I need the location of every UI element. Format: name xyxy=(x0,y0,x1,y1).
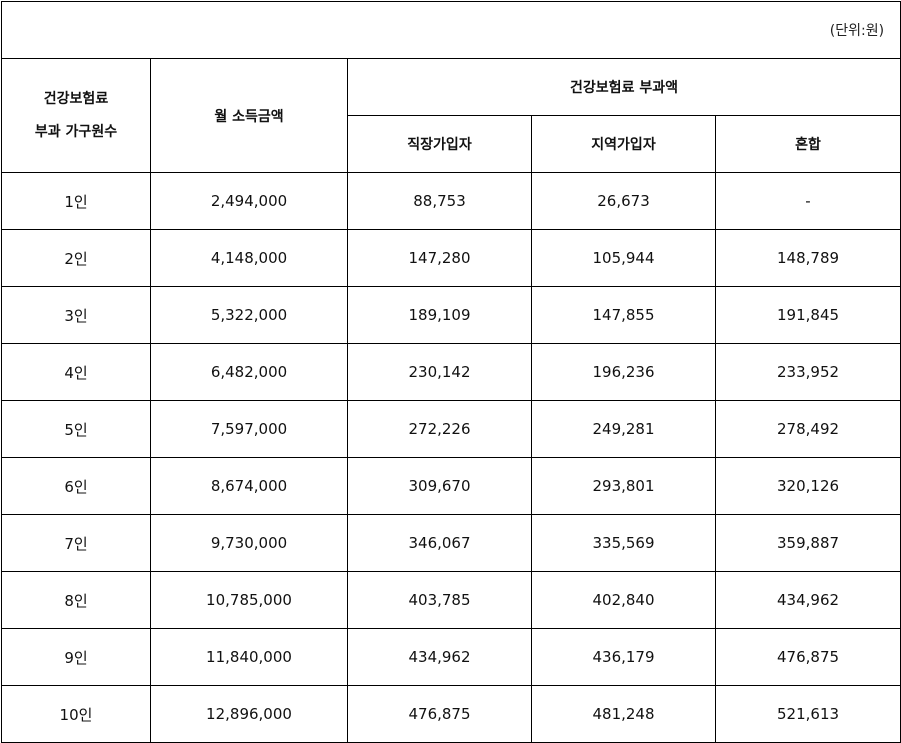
mixed-cell: 191,845 xyxy=(714,286,901,344)
table-row: 7인 9,730,000 346,067 335,569 359,887 xyxy=(1,514,901,572)
regional-cell: 293,801 xyxy=(531,457,716,515)
unit-note: (단위:원) xyxy=(0,1,901,59)
table-row: 5인 7,597,000 272,226 249,281 278,492 xyxy=(1,400,901,458)
income-cell: 7,597,000 xyxy=(150,400,348,458)
mixed-cell: 233,952 xyxy=(714,343,901,401)
household-cell: 10인 xyxy=(1,685,151,743)
regional-cell: 481,248 xyxy=(531,685,716,743)
table-row: 9인 11,840,000 434,962 436,179 476,875 xyxy=(1,628,901,686)
mixed-cell: 148,789 xyxy=(714,229,901,287)
household-header-line1: 건강보험료 xyxy=(43,90,109,107)
header-row-bottom: 직장가입자 지역가입자 혼합 xyxy=(2,115,901,173)
income-cell: 10,785,000 xyxy=(150,571,348,629)
employee-cell: 88,753 xyxy=(347,172,532,230)
employee-cell: 403,785 xyxy=(347,571,532,629)
mixed-cell: 434,962 xyxy=(714,571,901,629)
employee-cell: 346,067 xyxy=(347,514,532,572)
mixed-cell: 320,126 xyxy=(714,457,901,515)
household-cell: 4인 xyxy=(1,343,151,401)
regional-cell: 402,840 xyxy=(531,571,716,629)
income-cell: 9,730,000 xyxy=(150,514,348,572)
household-cell: 3인 xyxy=(1,286,151,344)
household-cell: 8인 xyxy=(1,571,151,629)
household-cell: 2인 xyxy=(1,229,151,287)
mixed-cell: 359,887 xyxy=(714,514,901,572)
income-cell: 4,148,000 xyxy=(150,229,348,287)
income-cell: 6,482,000 xyxy=(150,343,348,401)
premium-group-header: 건강보험료 부과액 xyxy=(346,58,901,116)
employee-cell: 272,226 xyxy=(347,400,532,458)
employee-cell: 476,875 xyxy=(347,685,532,743)
table-row: 1인 2,494,000 88,753 26,673- xyxy=(1,172,901,230)
table-row: 8인 10,785,000 403,785 402,840 434,962 xyxy=(1,571,901,629)
income-cell: 11,840,000 xyxy=(150,628,348,686)
regional-cell: 335,569 xyxy=(531,514,716,572)
unit-row: (단위:원) xyxy=(0,1,901,59)
regional-header: 지역가입자 xyxy=(531,115,716,173)
household-header-line2: 부과 가구원수 xyxy=(34,123,118,140)
household-cell: 7인 xyxy=(1,514,151,572)
household-cell: 9인 xyxy=(1,628,151,686)
employee-cell: 147,280 xyxy=(347,229,532,287)
employee-cell: 309,670 xyxy=(347,457,532,515)
regional-cell: 196,236 xyxy=(531,343,716,401)
regional-cell: 26,673 xyxy=(531,172,716,230)
header-row-top: 건강보험료 부과 가구원수 월 소득금액 건강보험료 부과액 xyxy=(1,58,901,173)
employee-header: 직장가입자 xyxy=(347,115,532,173)
household-count-header: 건강보험료 부과 가구원수 xyxy=(1,58,151,173)
table-row: 6인 8,674,000 309,670 293,801 320,126 xyxy=(1,457,901,515)
regional-cell: 105,944 xyxy=(531,229,716,287)
household-cell: 1인 xyxy=(1,172,151,230)
monthly-income-header: 월 소득금액 xyxy=(150,58,348,173)
income-cell: 2,494,000 xyxy=(150,172,348,230)
mixed-cell: 521,613 xyxy=(714,685,901,743)
employee-cell: 230,142 xyxy=(347,343,532,401)
mixed-cell: 278,492 xyxy=(714,400,901,458)
income-cell: 5,322,000 xyxy=(150,286,348,344)
employee-cell: 434,962 xyxy=(347,628,532,686)
mixed-cell: - xyxy=(714,172,901,230)
mixed-header: 혼합 xyxy=(714,115,901,173)
table-row: 2인 4,148,000 147,280 105,944 148,789 xyxy=(1,229,901,287)
table-row: 3인 5,322,000 189,109 147,855 191,845 xyxy=(1,286,901,344)
regional-cell: 249,281 xyxy=(531,400,716,458)
income-cell: 12,896,000 xyxy=(150,685,348,743)
mixed-cell: 476,875 xyxy=(714,628,901,686)
employee-cell: 189,109 xyxy=(347,286,532,344)
regional-cell: 147,855 xyxy=(531,286,716,344)
table-row: 4인 6,482,000 230,142 196,236 233,952 xyxy=(1,343,901,401)
household-cell: 6인 xyxy=(1,457,151,515)
household-cell: 5인 xyxy=(1,400,151,458)
regional-cell: 436,179 xyxy=(531,628,716,686)
income-cell: 8,674,000 xyxy=(150,457,348,515)
table-row: 10인 12,896,000 476,875 481,248 521,613 xyxy=(1,685,901,743)
